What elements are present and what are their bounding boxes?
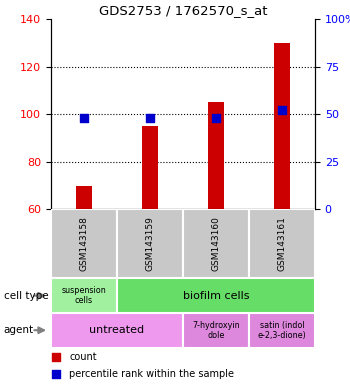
Bar [142, 126, 158, 209]
Text: untreated: untreated [89, 325, 144, 335]
Bar [51, 209, 117, 278]
Bar [117, 209, 183, 278]
Bar [51, 313, 183, 348]
Bar [249, 209, 315, 278]
Point [53, 371, 59, 377]
Point [279, 108, 285, 114]
Point [213, 115, 219, 121]
Bar [274, 43, 290, 209]
Title: GDS2753 / 1762570_s_at: GDS2753 / 1762570_s_at [99, 3, 267, 17]
Bar [76, 185, 92, 209]
Text: 7-hydroxyin
dole: 7-hydroxyin dole [192, 321, 240, 340]
Text: GSM143158: GSM143158 [79, 217, 88, 271]
Bar [208, 103, 224, 209]
Text: biofilm cells: biofilm cells [183, 291, 249, 301]
Bar [117, 278, 315, 313]
Point [81, 115, 86, 121]
Text: cell type: cell type [4, 291, 48, 301]
Text: satin (indol
e-2,3-dione): satin (indol e-2,3-dione) [258, 321, 306, 340]
Text: agent: agent [4, 325, 34, 335]
Bar [249, 313, 315, 348]
Bar [183, 209, 249, 278]
Text: GSM143159: GSM143159 [145, 217, 154, 271]
Point [147, 115, 153, 121]
Text: GSM143160: GSM143160 [211, 217, 220, 271]
Text: percentile rank within the sample: percentile rank within the sample [69, 369, 234, 379]
Bar [51, 278, 117, 313]
Point [53, 354, 59, 360]
Text: GSM143161: GSM143161 [278, 217, 286, 271]
Text: count: count [69, 352, 97, 362]
Text: suspension
cells: suspension cells [61, 286, 106, 305]
Bar [183, 313, 249, 348]
